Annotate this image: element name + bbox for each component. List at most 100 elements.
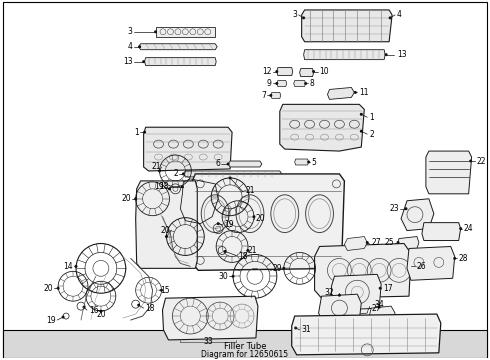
Polygon shape: [304, 50, 385, 60]
Circle shape: [223, 250, 226, 253]
Polygon shape: [277, 68, 293, 76]
Text: 17: 17: [383, 284, 393, 293]
Text: 2: 2: [369, 130, 374, 139]
Polygon shape: [280, 104, 364, 151]
Polygon shape: [407, 247, 455, 280]
Circle shape: [378, 306, 381, 309]
Circle shape: [354, 91, 357, 94]
Circle shape: [62, 316, 65, 319]
Text: 19: 19: [224, 220, 234, 229]
Text: 7: 7: [261, 91, 266, 100]
Polygon shape: [318, 294, 361, 322]
Circle shape: [232, 275, 235, 278]
Circle shape: [134, 197, 137, 200]
Circle shape: [99, 310, 102, 312]
Circle shape: [294, 327, 297, 329]
Polygon shape: [294, 81, 306, 86]
Polygon shape: [422, 222, 461, 240]
Text: 27: 27: [371, 238, 381, 247]
Circle shape: [154, 30, 157, 33]
Text: 18: 18: [238, 252, 247, 261]
Polygon shape: [327, 87, 354, 99]
Text: 21: 21: [151, 162, 161, 171]
Polygon shape: [294, 159, 309, 165]
Text: 15: 15: [161, 286, 170, 295]
Circle shape: [396, 241, 399, 244]
Text: 28: 28: [459, 254, 468, 263]
Circle shape: [82, 306, 85, 309]
Circle shape: [168, 187, 171, 190]
Text: 4: 4: [397, 10, 402, 19]
Circle shape: [57, 287, 60, 290]
Polygon shape: [139, 44, 217, 50]
Polygon shape: [292, 314, 441, 355]
Text: 21: 21: [248, 246, 257, 255]
Circle shape: [385, 53, 388, 56]
Polygon shape: [300, 69, 314, 77]
Circle shape: [360, 130, 363, 133]
Text: 13: 13: [123, 57, 133, 66]
Text: 20: 20: [121, 194, 131, 203]
Text: 19: 19: [47, 316, 56, 325]
Circle shape: [304, 82, 307, 85]
Text: 26: 26: [417, 262, 427, 271]
Circle shape: [229, 176, 232, 179]
Text: 29: 29: [272, 264, 282, 273]
Text: 4: 4: [128, 42, 133, 51]
Circle shape: [307, 161, 310, 163]
Circle shape: [252, 215, 255, 218]
Polygon shape: [228, 161, 262, 167]
Text: 2: 2: [173, 170, 178, 179]
Polygon shape: [331, 274, 381, 310]
Bar: [3, 330, 487, 358]
Text: 12: 12: [262, 67, 272, 76]
Circle shape: [181, 185, 184, 188]
Text: 34: 34: [374, 300, 384, 309]
Text: Diagram for 12650615: Diagram for 12650615: [201, 350, 289, 359]
Text: 11: 11: [359, 88, 369, 97]
Circle shape: [137, 303, 140, 307]
Text: 20: 20: [256, 214, 266, 223]
Polygon shape: [271, 93, 281, 98]
Polygon shape: [401, 199, 434, 231]
Text: 19: 19: [154, 183, 164, 192]
Text: 31: 31: [302, 325, 311, 334]
Text: 20: 20: [161, 226, 171, 235]
Circle shape: [469, 159, 472, 162]
Polygon shape: [369, 306, 395, 324]
Text: 13: 13: [397, 50, 407, 59]
Text: 25: 25: [385, 238, 394, 247]
Circle shape: [302, 17, 305, 19]
Circle shape: [459, 227, 462, 230]
Text: 32: 32: [325, 288, 334, 297]
Polygon shape: [426, 151, 471, 194]
Circle shape: [226, 162, 230, 166]
Circle shape: [368, 305, 371, 307]
Circle shape: [389, 17, 392, 19]
Circle shape: [138, 45, 141, 48]
Circle shape: [74, 265, 77, 268]
Circle shape: [270, 94, 272, 97]
Circle shape: [158, 170, 161, 172]
Circle shape: [246, 249, 249, 252]
Text: 9: 9: [267, 79, 272, 88]
Text: 20: 20: [96, 310, 106, 319]
Polygon shape: [163, 296, 258, 340]
Circle shape: [282, 267, 285, 270]
Text: 6: 6: [215, 159, 220, 168]
Text: 20: 20: [44, 284, 53, 293]
Circle shape: [275, 82, 278, 85]
Text: Filler Tube: Filler Tube: [224, 342, 266, 351]
Polygon shape: [315, 243, 411, 298]
Polygon shape: [345, 301, 369, 315]
Text: 30: 30: [219, 272, 228, 281]
Text: 3: 3: [293, 10, 298, 19]
Polygon shape: [136, 181, 197, 268]
Circle shape: [275, 70, 278, 73]
Polygon shape: [277, 81, 287, 86]
Text: 33: 33: [203, 337, 213, 346]
Text: 23: 23: [390, 204, 399, 213]
Text: 16: 16: [89, 306, 98, 315]
Circle shape: [405, 207, 408, 210]
Polygon shape: [302, 10, 392, 42]
